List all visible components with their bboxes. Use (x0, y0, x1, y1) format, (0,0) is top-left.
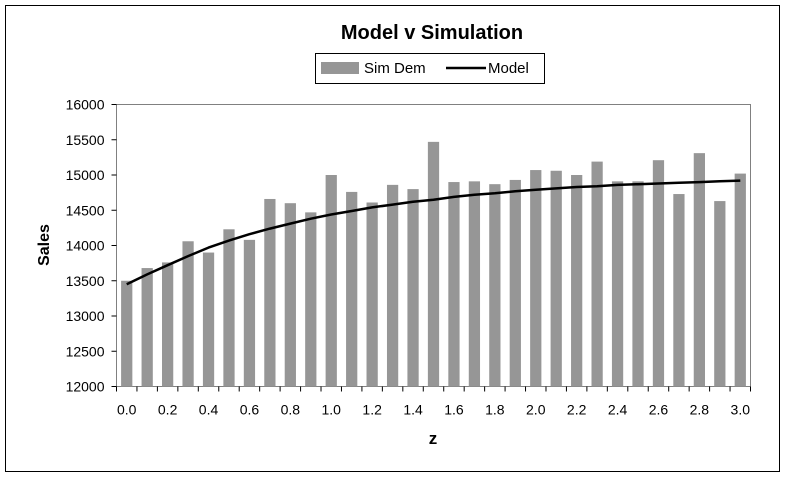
bar-sim-dem (632, 181, 644, 387)
legend-bar-swatch (321, 62, 359, 74)
bar-sim-dem (386, 184, 399, 387)
bar-sim-dem (550, 170, 562, 387)
bar-sim-dem (223, 229, 235, 387)
y-tick-label: 14000 (66, 238, 105, 254)
bar-sim-dem (162, 262, 174, 387)
bar-sim-dem (448, 182, 460, 387)
x-axis: 0.0 0.2 0.4 0.6 0.8 1.0 1.2 1.4 1.6 1.8 2.0 2.2 2.4 2… (116, 386, 751, 418)
bar-sim-dem (714, 201, 726, 387)
bar-sim-dem (366, 202, 378, 387)
x-tick-label: 3.0 (731, 402, 751, 418)
x-tick-label: 0.4 (199, 402, 219, 418)
bar-sim-dem (734, 173, 746, 387)
x-tick-label: 1.8 (485, 402, 505, 418)
bar-sim-dem (182, 241, 194, 387)
y-tick-label: 14500 (66, 202, 105, 218)
bar-sim-dem (591, 161, 603, 387)
legend: Sim Dem Model (315, 53, 545, 84)
bar-sim-dem (264, 198, 276, 387)
x-tick-label: 1.2 (362, 402, 382, 418)
x-axis-label: z (429, 429, 438, 448)
x-tick-label: 2.0 (526, 402, 546, 418)
line-series-model (126, 179, 741, 286)
y-tick-label: 12000 (66, 379, 105, 395)
bar-sim-dem (427, 141, 440, 387)
bar-sim-dem (305, 212, 317, 387)
x-tick-label: 2.2 (567, 402, 587, 418)
x-tick-label: 2.6 (649, 402, 669, 418)
x-tick-label: 2.8 (690, 402, 710, 418)
x-tick-label: 0.2 (158, 402, 178, 418)
bar-sim-dem (652, 160, 665, 387)
bar-sim-dem (243, 239, 256, 387)
x-tick-label: 0.6 (240, 402, 260, 418)
legend-label-model: Model (488, 60, 529, 77)
bar-series-sim-dem (121, 141, 746, 387)
bar-sim-dem (611, 181, 624, 387)
x-tick-label: 1.6 (444, 402, 464, 418)
bar-sim-dem (530, 170, 542, 387)
bar-sim-dem (693, 153, 705, 387)
x-tick-label: 0.8 (281, 402, 301, 418)
y-tick-label: 13000 (66, 308, 105, 324)
model-line-path (126, 179, 741, 286)
bar-sim-dem (673, 194, 685, 387)
bar-sim-dem (284, 203, 296, 387)
y-tick-label: 12500 (66, 343, 105, 359)
y-tick-label: 15000 (66, 167, 105, 183)
bar-sim-dem (121, 280, 133, 387)
bar-sim-dem (509, 179, 521, 387)
y-tick-label: 13500 (66, 273, 105, 289)
x-tick-label: 2.4 (608, 402, 628, 418)
x-tick-label: 1.4 (403, 402, 423, 418)
y-tick-label: 16000 (66, 97, 105, 113)
bar-sim-dem (407, 189, 419, 387)
y-tick-label: 15500 (66, 132, 105, 148)
chart-title: Model v Simulation (341, 22, 523, 44)
legend-label-sim-dem: Sim Dem (364, 60, 426, 77)
bar-sim-dem (468, 181, 481, 387)
bar-sim-dem (346, 191, 358, 387)
y-axis: 12000 12500 13000 13500 14000 14500 15000 15500… (66, 97, 117, 395)
bar-sim-dem (325, 175, 337, 387)
bar-sim-dem (141, 268, 153, 387)
bar-sim-dem (571, 175, 583, 387)
x-tick-label: 0.0 (117, 402, 137, 418)
x-tick-label: 1.0 (322, 402, 342, 418)
bar-sim-dem (489, 184, 501, 387)
y-axis-label: Sales (36, 224, 53, 266)
bar-sim-dem (202, 252, 215, 387)
